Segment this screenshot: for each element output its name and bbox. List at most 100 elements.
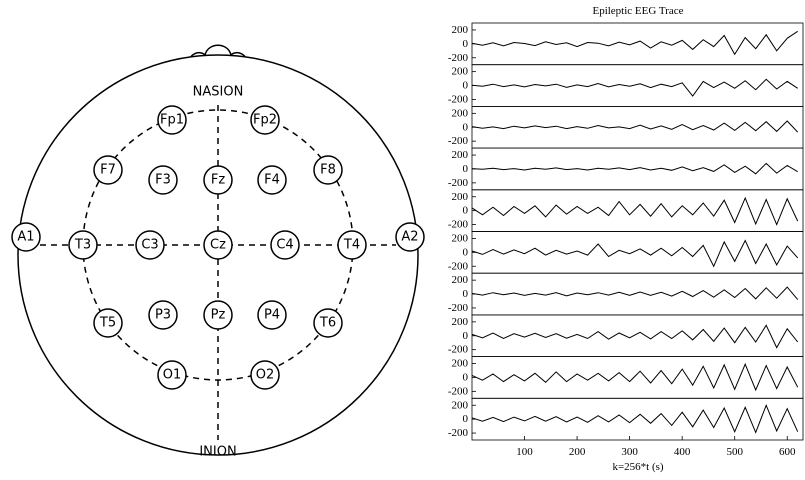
- electrode: [68, 230, 98, 260]
- panel-frame: [471, 22, 804, 66]
- electrode-label: A2: [401, 230, 418, 245]
- y-tick-label: -200: [448, 52, 469, 64]
- electrode: [257, 165, 287, 195]
- y-tick-label: 0: [463, 163, 469, 175]
- eeg-trace: [471, 78, 798, 97]
- x-tick-label: 100: [516, 446, 533, 458]
- electrode-label: T3: [74, 238, 91, 253]
- inion-label: INION: [199, 445, 236, 460]
- y-tick-label: 200: [452, 24, 469, 36]
- electrode-label: C3: [141, 238, 158, 253]
- x-tick-label: 300: [621, 446, 638, 458]
- panel-frame: [471, 189, 804, 232]
- eeg-trace: [471, 324, 799, 349]
- electrode-label: T5: [99, 316, 116, 331]
- y-tick-label: 0: [463, 413, 469, 425]
- y-tick-label: 0: [463, 205, 469, 217]
- panel-frame: [471, 397, 804, 441]
- y-tick-label: 0: [463, 80, 469, 92]
- electrode-label: Cz: [210, 238, 226, 253]
- electrode: [337, 230, 367, 260]
- electrode: [270, 230, 300, 260]
- eeg-trace: [471, 162, 798, 175]
- y-tick-label: 200: [452, 191, 469, 203]
- eeg-trace: [471, 403, 799, 434]
- y-tick-label: -200: [448, 93, 469, 105]
- electrode-label: P3: [155, 308, 171, 323]
- eeg-trace: [471, 120, 799, 133]
- y-tick-label: 200: [452, 149, 469, 161]
- electrode: [203, 300, 233, 330]
- y-tick-label: -200: [448, 177, 469, 189]
- y-tick-label: 200: [452, 399, 469, 411]
- electrode-label: Fz: [211, 173, 225, 188]
- eeg-trace: [471, 30, 798, 56]
- electrode-label: T6: [319, 316, 336, 331]
- electrode: [93, 155, 123, 185]
- electrode-label: O1: [163, 368, 182, 383]
- electrode-label: Pz: [211, 308, 226, 323]
- electrode-diagram: NASION INION A1 A2 Fp1 Fp2 F7 F3 Fz F4 F8 T3 C3 Cz C…: [11, 44, 425, 460]
- y-tick-label: 200: [452, 107, 469, 119]
- chart-title: Epileptic EEG Trace: [592, 5, 683, 17]
- panel-frame: [471, 147, 804, 191]
- eeg-chart: Epileptic EEG Trace k=256*t (s) 2000-200…: [448, 5, 804, 473]
- y-tick-label: -200: [448, 219, 469, 231]
- eeg-trace: [471, 196, 799, 226]
- y-tick-label: 0: [463, 38, 469, 50]
- y-tick-label: 0: [463, 371, 469, 383]
- panel-frame: [471, 356, 804, 399]
- y-tick-label: -200: [448, 135, 469, 147]
- electrode-label: F8: [320, 163, 336, 178]
- electrode-label: T4: [343, 238, 360, 253]
- electrode: [250, 360, 280, 390]
- x-tick-label: 500: [726, 446, 743, 458]
- y-tick-label: -200: [448, 302, 469, 314]
- electrode: [203, 230, 233, 260]
- x-tick-label: 400: [674, 446, 691, 458]
- eeg-trace: [471, 362, 799, 392]
- electrode: [313, 155, 343, 185]
- electrode-label: F3: [155, 173, 171, 188]
- electrode: [203, 165, 233, 195]
- electrode: [395, 222, 425, 252]
- electrode-label: C4: [276, 238, 293, 253]
- electrode: [157, 105, 187, 135]
- electrode: [313, 308, 343, 338]
- x-tick-label: 200: [569, 446, 586, 458]
- electrode: [257, 300, 287, 330]
- nose: [187, 44, 249, 73]
- x-tick-label: 600: [779, 446, 796, 458]
- electrode: [93, 308, 123, 338]
- y-tick-label: 200: [452, 316, 469, 328]
- electrode: [250, 105, 280, 135]
- y-tick-label: 200: [452, 274, 469, 286]
- y-tick-label: -200: [448, 385, 469, 397]
- electrode-label: Fp2: [253, 113, 277, 128]
- eeg-trace: [471, 239, 799, 268]
- electrode-label: F7: [100, 163, 116, 178]
- electrode-label: Fp1: [160, 113, 184, 128]
- y-tick-label: 0: [463, 121, 469, 133]
- y-tick-label: 0: [463, 330, 469, 342]
- y-tick-label: 0: [463, 246, 469, 258]
- electrode: [11, 222, 41, 252]
- electrode: [148, 300, 178, 330]
- electrode: [157, 360, 187, 390]
- panel-frame: [471, 272, 804, 316]
- eeg-trace: [471, 286, 799, 300]
- y-tick-label: 200: [452, 232, 469, 244]
- y-tick-label: 200: [452, 358, 469, 370]
- y-tick-label: -200: [448, 427, 469, 439]
- y-tick-label: 200: [452, 66, 469, 78]
- electrode-label: A1: [17, 230, 34, 245]
- y-tick-label: -200: [448, 344, 469, 356]
- y-tick-label: -200: [448, 260, 469, 272]
- electrode: [148, 165, 178, 195]
- nasion-label: NASION: [193, 85, 244, 100]
- x-axis-label: k=256*t (s): [612, 461, 663, 473]
- panel-frame: [471, 64, 804, 107]
- y-tick-label: 0: [463, 288, 469, 300]
